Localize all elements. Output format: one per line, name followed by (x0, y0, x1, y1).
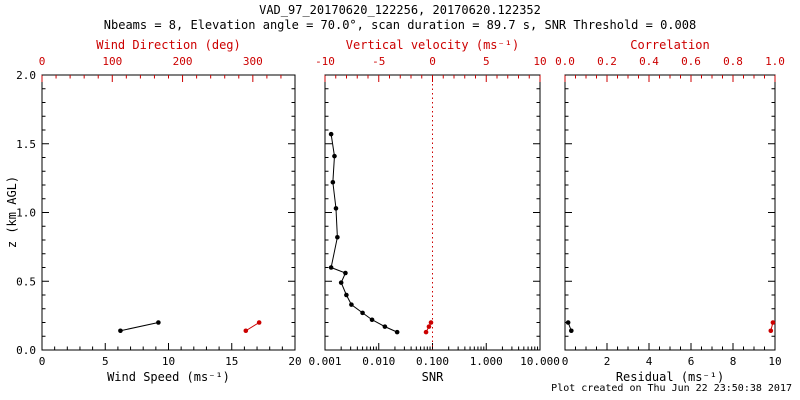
top-tick-label: 0.0 (555, 55, 575, 68)
data-point (394, 329, 400, 335)
data-point (332, 153, 337, 159)
plot-subtitle: Nbeams = 8, Elevation angle = 70.0°, sca… (103, 18, 697, 32)
top-tick-label: 10 (533, 55, 546, 68)
panel-frame (41, 74, 296, 351)
y-tick-label: 1.0 (16, 207, 36, 220)
x-tick-label: 10 (768, 355, 781, 368)
x-tick-label: 8 (730, 355, 737, 368)
data-point (768, 328, 774, 334)
panel-wind: 0 5 10 15 20 Wind Speed (ms⁻¹) 0 100 200 300Wind … (16, 38, 302, 384)
x-axis-title: Residual (ms⁻¹) (616, 370, 724, 384)
plot-title: VAD_97_20170620_122256, 20170620.122352 (259, 3, 541, 17)
x-axis-title: Wind Speed (ms⁻¹) (107, 370, 230, 384)
top-tick-label: -5 (372, 55, 385, 68)
top-tick-label: 5 (483, 55, 490, 68)
top-tick-label: 0.4 (639, 55, 659, 68)
top-tick-label: 0.8 (723, 55, 743, 68)
data-point (423, 329, 429, 335)
data-point (382, 324, 388, 329)
data-point (360, 310, 365, 316)
x-tick-label: 10 (162, 355, 175, 368)
x-tick-label: 1.000 (470, 355, 503, 368)
top-tick-label: 0.2 (597, 55, 617, 68)
y-tick-label: 2.0 (16, 69, 36, 82)
top-tick-label: 300 (243, 55, 263, 68)
data-point (569, 328, 574, 334)
x-tick-label: 0.010 (362, 355, 395, 368)
x-tick-label: 2 (604, 355, 611, 368)
series-wind-direction (243, 320, 262, 334)
y-tick-label: 1.5 (16, 138, 36, 151)
top-axis-title: Correlation (630, 38, 709, 52)
series-line (120, 322, 159, 332)
top-tick-label: 0 (39, 55, 46, 68)
data-point (156, 320, 161, 325)
data-point (328, 131, 334, 137)
data-point (565, 320, 571, 325)
x-tick-label: 10.000 (520, 355, 560, 368)
x-tick-label: 0 (562, 355, 569, 368)
panel-snr: 0.001 0.010 0.100 1.000 10.000 SNR -10 -5 0 5 10 Ve… (308, 38, 559, 384)
top-axis-title: Vertical velocity (ms⁻¹) (346, 38, 519, 52)
series-snr-profile (328, 131, 400, 335)
series-correlation (768, 320, 776, 334)
data-point (335, 234, 340, 240)
x-tick-label: 4 (646, 355, 653, 368)
series-residual (565, 320, 574, 334)
data-point (333, 206, 339, 211)
data-point (349, 302, 354, 307)
top-tick-label: 200 (173, 55, 193, 68)
x-tick-label: 20 (288, 355, 301, 368)
series-wind-speed (118, 320, 161, 334)
top-tick-label: 0.6 (681, 55, 701, 68)
top-tick-label: 0 (429, 55, 436, 68)
data-point (770, 320, 776, 325)
data-point (328, 265, 334, 270)
data-point (243, 328, 249, 334)
x-tick-label: 0.001 (308, 355, 341, 368)
series-line (330, 134, 398, 333)
x-tick-label: 5 (102, 355, 109, 368)
panel-residual: 0 2 4 6 8 10 Residual (ms⁻¹) 0.0 0.2 0.4 0.6 0.8 1.0… (555, 38, 785, 384)
data-point (343, 270, 348, 276)
data-point (344, 292, 349, 298)
x-axis-title: SNR (422, 370, 444, 384)
data-point (338, 280, 344, 285)
plot-timestamp: Plot created on Thu Jun 22 23:50:38 2017 (551, 383, 792, 394)
x-tick-label: 6 (688, 355, 695, 368)
x-tick-label: 0.100 (416, 355, 449, 368)
top-tick-label: 1.0 (765, 55, 785, 68)
series-vertical-velocity (423, 320, 434, 335)
y-tick-label: 0.5 (16, 275, 36, 288)
y-tick-label: 0.0 (16, 344, 36, 357)
data-point (118, 328, 123, 334)
panel-frame (564, 74, 776, 351)
data-point (256, 320, 262, 325)
x-tick-label: 15 (225, 355, 238, 368)
top-tick-label: -10 (315, 55, 335, 68)
data-point (369, 317, 375, 323)
x-tick-label: 0 (39, 355, 46, 368)
data-point (330, 179, 336, 185)
top-axis-title: Wind Direction (deg) (96, 38, 241, 52)
series-line (245, 322, 260, 332)
top-tick-label: 100 (102, 55, 122, 68)
data-point (428, 320, 434, 325)
data-point (426, 324, 432, 329)
